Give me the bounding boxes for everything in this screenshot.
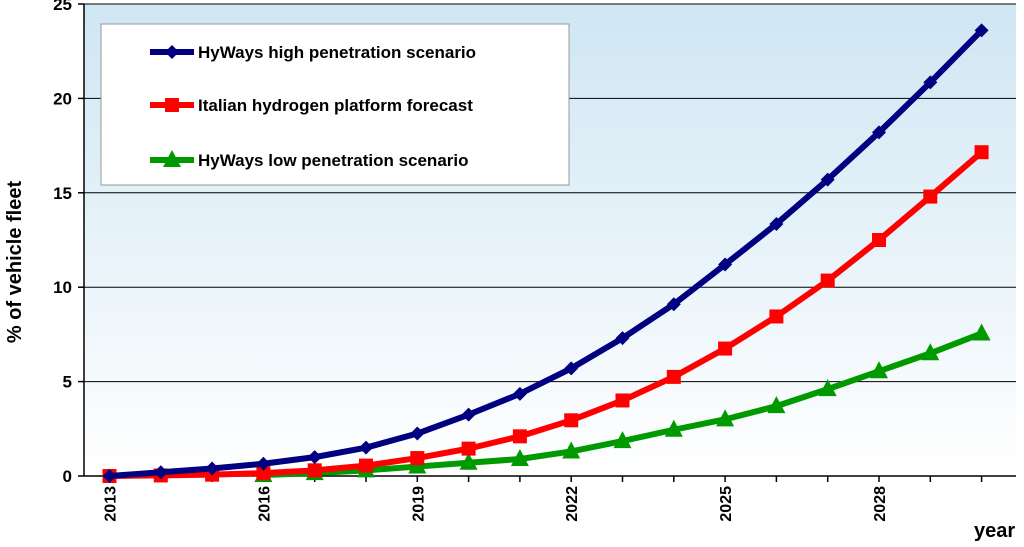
data-point xyxy=(359,440,373,455)
data-point xyxy=(307,463,322,478)
data-point xyxy=(510,449,529,467)
data-point xyxy=(615,393,630,408)
data-point xyxy=(870,361,888,379)
data-point xyxy=(666,369,681,384)
data-point xyxy=(615,331,630,346)
legend-swatch-marker xyxy=(165,45,179,59)
data-point xyxy=(461,441,476,456)
y-ticks: 0 5 10 15 20 25 xyxy=(53,0,84,486)
data-point xyxy=(921,343,940,361)
data-point xyxy=(613,431,632,449)
data-point xyxy=(820,273,835,288)
y-tick-label: 0 xyxy=(63,467,72,486)
y-axis-label: % of vehicle fleet xyxy=(4,181,26,344)
data-point xyxy=(512,386,527,401)
y-tick-label: 25 xyxy=(53,0,72,14)
x-ticks: 2013 2016 2019 2022 2025 2028 xyxy=(103,476,983,522)
data-point xyxy=(972,323,991,341)
data-point xyxy=(512,429,527,444)
data-point xyxy=(872,125,886,140)
data-point xyxy=(664,419,683,437)
x-axis-label: year xyxy=(974,520,1015,542)
data-point xyxy=(769,309,784,324)
y-tick-label: 10 xyxy=(53,278,72,297)
data-point xyxy=(307,450,322,465)
data-point xyxy=(718,341,733,356)
data-point xyxy=(666,297,681,312)
legend-swatch-marker xyxy=(165,98,179,112)
legend-item: Italian hydrogen platform forecast xyxy=(150,96,473,115)
data-point xyxy=(153,465,168,480)
x-tick-label: 2028 xyxy=(872,486,889,522)
x-tick-label: 2016 xyxy=(256,486,273,522)
legend-item: HyWays high penetration scenario xyxy=(150,43,476,62)
y-tick-label: 15 xyxy=(53,184,72,203)
data-point xyxy=(205,461,220,476)
data-point xyxy=(461,407,476,422)
data-point xyxy=(564,361,579,376)
data-point xyxy=(872,233,886,247)
data-point xyxy=(769,216,784,231)
series-line xyxy=(106,149,985,479)
legend-item: HyWays low penetration scenario xyxy=(150,150,469,170)
data-point xyxy=(459,452,478,470)
data-point xyxy=(818,379,837,397)
data-point xyxy=(359,458,373,473)
data-point xyxy=(564,413,579,428)
data-point xyxy=(410,451,425,466)
legend-swatch-marker xyxy=(163,150,181,167)
data-point xyxy=(820,172,835,187)
data-point xyxy=(410,426,425,441)
y-tick-label: 5 xyxy=(63,373,72,392)
legend-label: Italian hydrogen platform forecast xyxy=(198,96,473,115)
data-point xyxy=(923,75,938,90)
series-line xyxy=(106,27,985,479)
series-layer xyxy=(102,23,991,483)
x-tick-label: 2022 xyxy=(564,486,581,522)
series-triangle xyxy=(254,323,991,483)
x-tick-label: 2013 xyxy=(103,486,120,522)
legend-label: HyWays low penetration scenario xyxy=(198,151,469,170)
data-point xyxy=(716,409,735,427)
legend: HyWays high penetration scenario Italian … xyxy=(100,23,570,186)
x-tick-label: 2019 xyxy=(410,486,427,522)
data-point xyxy=(974,23,989,38)
data-point xyxy=(256,466,271,481)
data-point xyxy=(974,145,989,160)
y-tick-label: 20 xyxy=(53,89,72,108)
series-square xyxy=(102,145,989,483)
data-point xyxy=(102,469,117,483)
data-point xyxy=(767,396,786,414)
x-tick-label: 2025 xyxy=(718,486,735,522)
series-diamond xyxy=(102,23,989,483)
data-point xyxy=(256,456,271,471)
legend-label: HyWays high penetration scenario xyxy=(198,43,476,62)
data-point xyxy=(923,189,938,204)
data-point xyxy=(718,257,733,272)
data-point xyxy=(562,441,581,459)
